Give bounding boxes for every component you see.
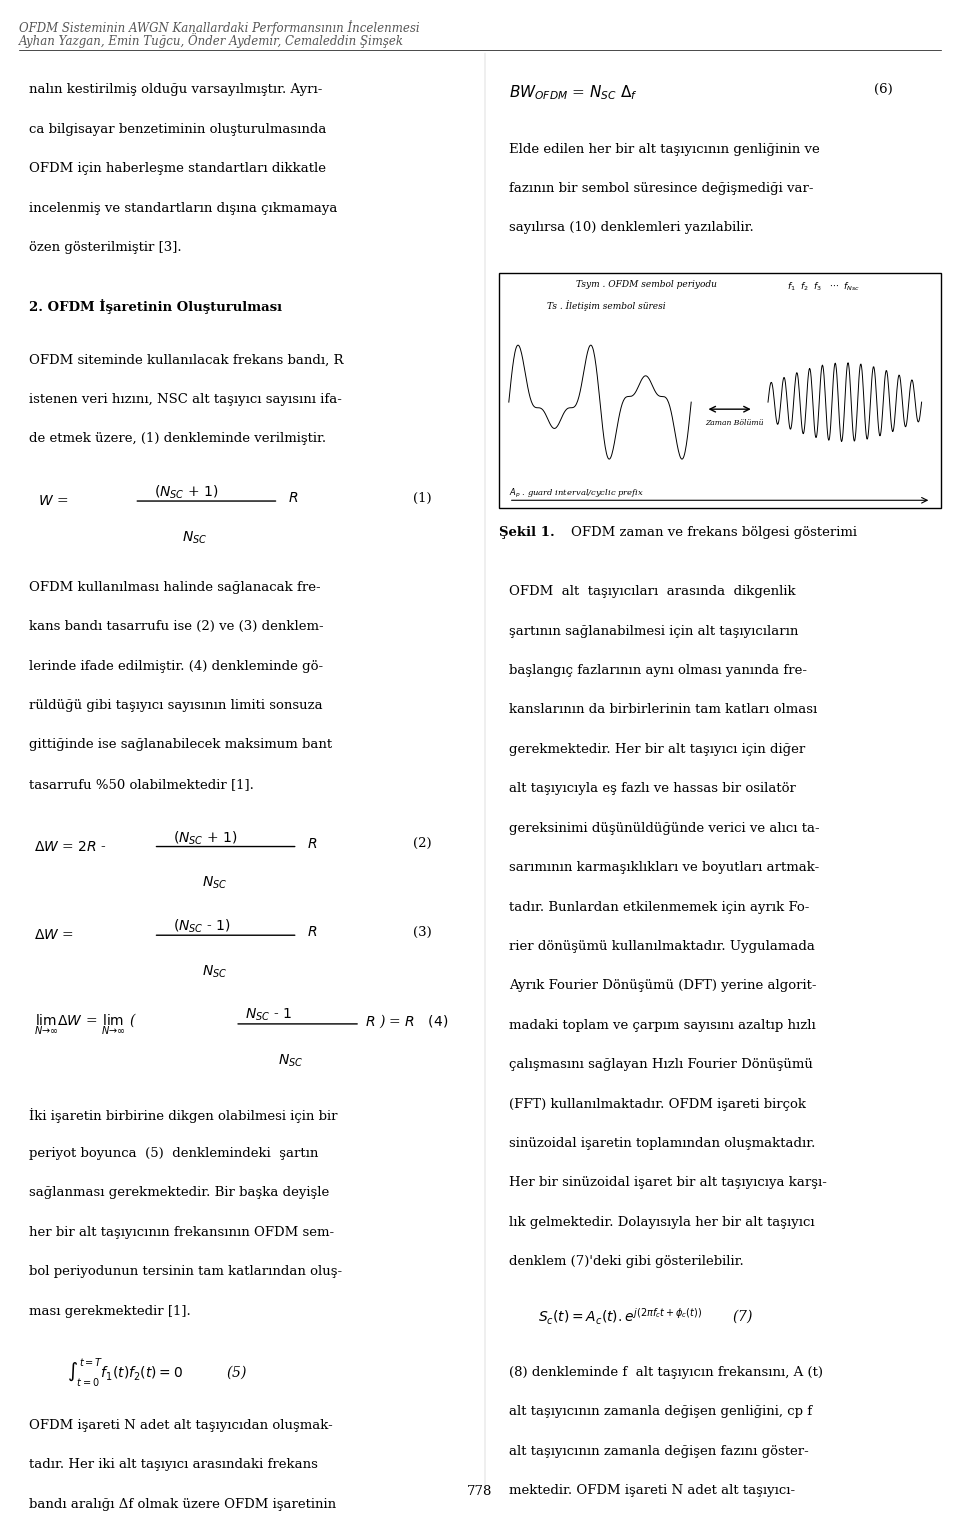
Text: OFDM işareti N adet alt taşıyıcıdan oluşmak-: OFDM işareti N adet alt taşıyıcıdan oluş… xyxy=(29,1419,332,1433)
Text: ca bilgisayar benzetiminin oluşturulmasında: ca bilgisayar benzetiminin oluşturulması… xyxy=(29,123,326,136)
Text: $\Delta W$ =: $\Delta W$ = xyxy=(34,928,73,943)
Text: Şekil 1.: Şekil 1. xyxy=(499,526,555,540)
Text: özen gösterilmiştir [3].: özen gösterilmiştir [3]. xyxy=(29,241,181,255)
Text: Her bir sinüzoidal işaret bir alt taşıyıcıya karşı-: Her bir sinüzoidal işaret bir alt taşıyı… xyxy=(509,1176,827,1190)
Text: rier dönüşümü kullanılmaktadır. Uygulamada: rier dönüşümü kullanılmaktadır. Uygulama… xyxy=(509,940,815,954)
Text: Ts . İletişim sembol süresi: Ts . İletişim sembol süresi xyxy=(547,300,666,311)
Text: $(N_{SC}$ - $1)$: $(N_{SC}$ - $1)$ xyxy=(173,919,230,935)
Text: sarımının karmaşıklıkları ve boyutları artmak-: sarımının karmaşıklıkları ve boyutları a… xyxy=(509,861,819,875)
Text: $S_c(t) = A_c(t).e^{j(2\pi f_c t+\phi_c(t))}$       (7): $S_c(t) = A_c(t).e^{j(2\pi f_c t+\phi_c(… xyxy=(538,1307,753,1326)
Text: istenen veri hızını, NSC alt taşıyıcı sayısını ifa-: istenen veri hızını, NSC alt taşıyıcı sa… xyxy=(29,393,342,406)
Text: $N_{SC}$: $N_{SC}$ xyxy=(202,964,227,979)
Text: $N_{SC}$: $N_{SC}$ xyxy=(278,1052,303,1069)
Text: mektedir. OFDM işareti N adet alt taşıyıcı-: mektedir. OFDM işareti N adet alt taşıyı… xyxy=(509,1484,795,1498)
Text: de etmek üzere, (1) denkleminde verilmiştir.: de etmek üzere, (1) denkleminde verilmiş… xyxy=(29,432,326,446)
Text: Ayrık Fourier Dönüşümü (DFT) yerine algorit-: Ayrık Fourier Dönüşümü (DFT) yerine algo… xyxy=(509,979,816,993)
Text: $R$: $R$ xyxy=(288,491,299,505)
Text: OFDM  alt  taşıyıcıları  arasında  dikgenlik: OFDM alt taşıyıcıları arasında dikgenlik xyxy=(509,585,796,599)
Text: alt taşıyıcıyla eş fazlı ve hassas bir osilatör: alt taşıyıcıyla eş fazlı ve hassas bir o… xyxy=(509,782,796,796)
Text: gereksinimi düşünüldüğünde verici ve alıcı ta-: gereksinimi düşünüldüğünde verici ve alı… xyxy=(509,822,820,835)
Text: gittiğinde ise sağlanabilecek maksimum bant: gittiğinde ise sağlanabilecek maksimum b… xyxy=(29,738,332,752)
Text: her bir alt taşıyıcının frekansının OFDM sem-: her bir alt taşıyıcının frekansının OFDM… xyxy=(29,1226,334,1239)
Text: lerinde ifade edilmiştir. (4) denkleminde gö-: lerinde ifade edilmiştir. (4) denklemind… xyxy=(29,659,323,673)
Text: $\Delta W$ = $2R$ -: $\Delta W$ = $2R$ - xyxy=(34,840,107,854)
Text: OFDM zaman ve frekans bölgesi gösterimi: OFDM zaman ve frekans bölgesi gösterimi xyxy=(571,526,857,540)
Text: $R$: $R$ xyxy=(307,837,318,850)
Text: 778: 778 xyxy=(468,1484,492,1498)
Text: sinüzoidal işaretin toplamından oluşmaktadır.: sinüzoidal işaretin toplamından oluşmakt… xyxy=(509,1137,815,1151)
Text: $N_{SC}$: $N_{SC}$ xyxy=(182,529,207,546)
Text: incelenmiş ve standartların dışına çıkmamaya: incelenmiş ve standartların dışına çıkma… xyxy=(29,202,337,215)
Text: tadır. Bunlardan etkilenmemek için ayrık Fo-: tadır. Bunlardan etkilenmemek için ayrık… xyxy=(509,901,809,914)
Text: bol periyodunun tersinin tam katlarından oluş-: bol periyodunun tersinin tam katlarından… xyxy=(29,1266,342,1278)
Text: OFDM siteminde kullanılacak frekans bandı, R: OFDM siteminde kullanılacak frekans band… xyxy=(29,353,344,367)
Text: 2. OFDM İşaretinin Oluşturulması: 2. OFDM İşaretinin Oluşturulması xyxy=(29,299,282,314)
Text: (2): (2) xyxy=(413,837,431,850)
Text: rüldüğü gibi taşıyıcı sayısının limiti sonsuza: rüldüğü gibi taşıyıcı sayısının limiti s… xyxy=(29,699,323,713)
Text: $(N_{SC}$ + $1)$: $(N_{SC}$ + $1)$ xyxy=(173,829,237,847)
Text: Ayhan Yazgan, Emin Tuğcu, Önder Aydemir, Cemaleddin Şimşek: Ayhan Yazgan, Emin Tuğcu, Önder Aydemir,… xyxy=(19,33,404,49)
Text: madaki toplam ve çarpım sayısını azaltıp hızlı: madaki toplam ve çarpım sayısını azaltıp… xyxy=(509,1019,816,1032)
Text: $A_p$ . guard interval/cyclic prefix: $A_p$ . guard interval/cyclic prefix xyxy=(509,487,644,500)
Text: $(N_{SC}$ + $1)$: $(N_{SC}$ + $1)$ xyxy=(154,484,218,502)
Text: $\lim_{N\to\infty}\Delta W$ = $\lim_{N\to\infty}$ (: $\lim_{N\to\infty}\Delta W$ = $\lim_{N\t… xyxy=(34,1011,136,1037)
Text: (1): (1) xyxy=(413,491,431,505)
Text: sağlanması gerekmektedir. Bir başka deyişle: sağlanması gerekmektedir. Bir başka deyi… xyxy=(29,1187,329,1199)
Text: sayılırsa (10) denklemleri yazılabilir.: sayılırsa (10) denklemleri yazılabilir. xyxy=(509,221,754,235)
Text: bandı aralığı Δf olmak üzere OFDM işaretinin: bandı aralığı Δf olmak üzere OFDM işaret… xyxy=(29,1498,336,1511)
Text: OFDM kullanılması halinde sağlanacak fre-: OFDM kullanılması halinde sağlanacak fre… xyxy=(29,581,321,594)
Text: (FFT) kullanılmaktadır. OFDM işareti birçok: (FFT) kullanılmaktadır. OFDM işareti bir… xyxy=(509,1098,805,1111)
Text: (6): (6) xyxy=(874,83,893,97)
Text: periyot boyunca  (5)  denklemindeki  şartın: periyot boyunca (5) denklemindeki şartın xyxy=(29,1148,318,1160)
Text: Zaman Bölümü: Zaman Bölümü xyxy=(706,418,764,426)
Text: kanslarının da birbirlerinin tam katları olması: kanslarının da birbirlerinin tam katları… xyxy=(509,703,817,717)
Text: lık gelmektedir. Dolayısıyla her bir alt taşıyıcı: lık gelmektedir. Dolayısıyla her bir alt… xyxy=(509,1216,814,1229)
Text: (3): (3) xyxy=(413,926,432,938)
Text: $W$ =: $W$ = xyxy=(38,494,69,508)
Text: OFDM Sisteminin AWGN Kanallardaki Performansının İncelenmesi: OFDM Sisteminin AWGN Kanallardaki Perfor… xyxy=(19,20,420,35)
Text: $\int_{t=0}^{t=T} f_1(t) f_2(t) = 0$          (5): $\int_{t=0}^{t=T} f_1(t) f_2(t) = 0$ (5) xyxy=(67,1357,248,1389)
Bar xyxy=(499,273,941,508)
Text: Tsym . OFDM sembol periyodu: Tsym . OFDM sembol periyodu xyxy=(576,280,717,290)
Text: $f_1$  $f_2$  $f_3$   ···  $f_{Nsc}$: $f_1$ $f_2$ $f_3$ ··· $f_{Nsc}$ xyxy=(787,280,860,293)
Text: başlangıç fazlarının aynı olması yanında fre-: başlangıç fazlarının aynı olması yanında… xyxy=(509,664,806,678)
Text: İki işaretin birbirine dikgen olabilmesi için bir: İki işaretin birbirine dikgen olabilmesi… xyxy=(29,1108,337,1122)
Text: $R$ ) = $R$   $(4)$: $R$ ) = $R$ $(4)$ xyxy=(365,1013,448,1029)
Text: $N_{SC}$: $N_{SC}$ xyxy=(202,875,227,891)
Text: $BW_{OFDM}$ = $N_{SC}$ $\Delta_f$: $BW_{OFDM}$ = $N_{SC}$ $\Delta_f$ xyxy=(509,83,637,102)
Text: şartının sağlanabilmesi için alt taşıyıcıların: şartının sağlanabilmesi için alt taşıyıc… xyxy=(509,625,798,638)
Text: alt taşıyıcının zamanla değişen fazını göster-: alt taşıyıcının zamanla değişen fazını g… xyxy=(509,1445,808,1458)
Text: Elde edilen her bir alt taşıyıcının genliğinin ve: Elde edilen her bir alt taşıyıcının genl… xyxy=(509,143,820,156)
Text: OFDM için haberleşme standartları dikkatle: OFDM için haberleşme standartları dikkat… xyxy=(29,162,325,176)
Text: denklem (7)'deki gibi gösterilebilir.: denklem (7)'deki gibi gösterilebilir. xyxy=(509,1255,744,1269)
Text: ması gerekmektedir [1].: ması gerekmektedir [1]. xyxy=(29,1305,190,1317)
Text: alt taşıyıcının zamanla değişen genliğini, cp f: alt taşıyıcının zamanla değişen genliğin… xyxy=(509,1405,812,1419)
Text: nalın kestirilmiş olduğu varsayılmıştır. Ayrı-: nalın kestirilmiş olduğu varsayılmıştır.… xyxy=(29,83,323,97)
Text: (8) denkleminde f  alt taşıyıcın frekansını, A (t): (8) denkleminde f alt taşıyıcın frekansı… xyxy=(509,1366,823,1380)
Text: $R$: $R$ xyxy=(307,925,318,940)
Text: çalışmasını sağlayan Hızlı Fourier Dönüşümü: çalışmasını sağlayan Hızlı Fourier Dönüş… xyxy=(509,1058,813,1072)
Text: tasarrufu %50 olabilmektedir [1].: tasarrufu %50 olabilmektedir [1]. xyxy=(29,778,253,791)
Text: $N_{SC}$ - $1$: $N_{SC}$ - $1$ xyxy=(245,1007,292,1023)
Text: tadır. Her iki alt taşıyıcı arasındaki frekans: tadır. Her iki alt taşıyıcı arasındaki f… xyxy=(29,1458,318,1472)
Text: fazının bir sembol süresince değişmediği var-: fazının bir sembol süresince değişmediği… xyxy=(509,182,813,196)
Text: kans bandı tasarrufu ise (2) ve (3) denklem-: kans bandı tasarrufu ise (2) ve (3) denk… xyxy=(29,620,324,634)
Text: gerekmektedir. Her bir alt taşıyıcı için diğer: gerekmektedir. Her bir alt taşıyıcı için… xyxy=(509,743,805,756)
